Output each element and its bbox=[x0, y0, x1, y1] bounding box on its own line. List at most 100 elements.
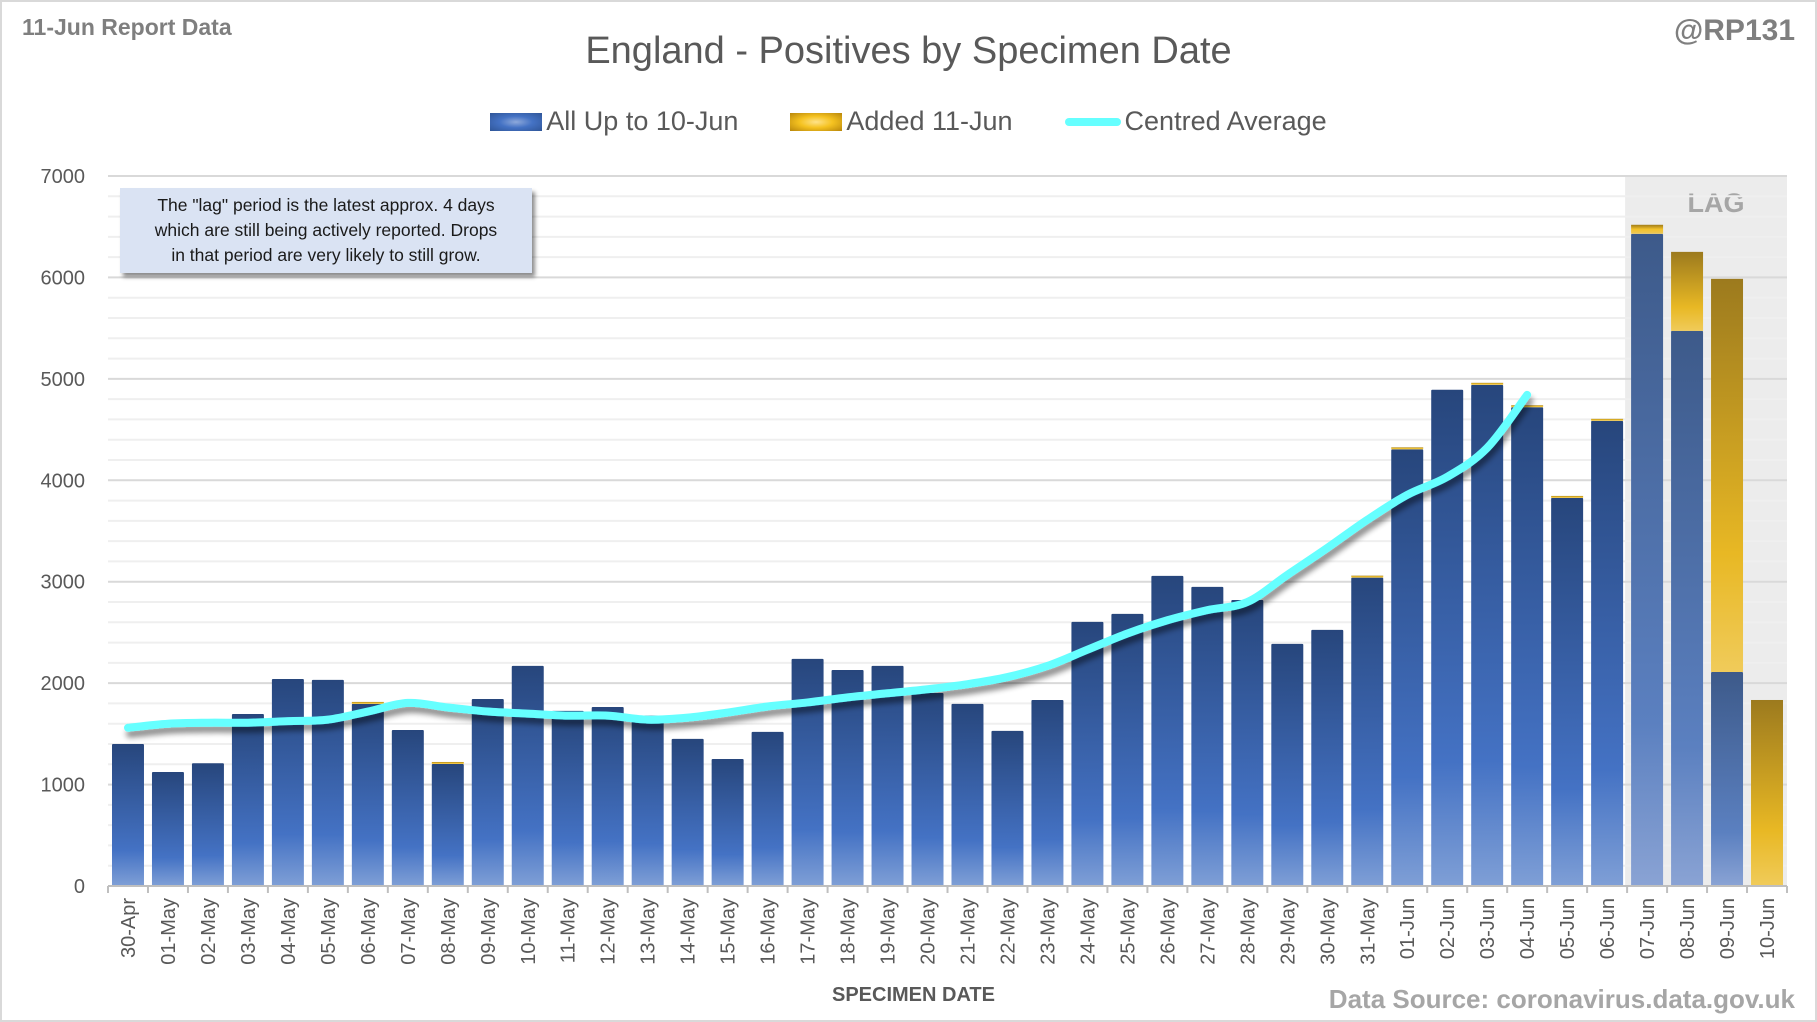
y-tick-label: 0 bbox=[74, 876, 85, 898]
bar-all-up-to bbox=[1671, 330, 1704, 886]
x-tick-label: 01-Jun bbox=[1397, 898, 1419, 959]
bar-all-up-to bbox=[1071, 621, 1104, 886]
x-tick-label: 28-May bbox=[1237, 898, 1259, 965]
legend-swatch-line bbox=[1064, 117, 1121, 126]
x-tick-label: 02-Jun bbox=[1437, 898, 1459, 959]
x-tick-label: 01-May bbox=[158, 898, 180, 965]
x-tick-label: 30-May bbox=[1317, 898, 1339, 965]
x-tick-label: 05-Jun bbox=[1557, 898, 1579, 959]
x-tick-label: 10-Jun bbox=[1757, 898, 1779, 959]
bar-all-up-to bbox=[1271, 643, 1304, 886]
x-tick-label: 31-May bbox=[1357, 898, 1379, 965]
legend-swatch-blue bbox=[490, 112, 543, 131]
x-tick-label: 09-May bbox=[478, 898, 500, 965]
legend-swatch-gold bbox=[790, 112, 843, 131]
bar-all-up-to bbox=[231, 713, 264, 886]
legend-label: All Up to 10-Jun bbox=[546, 106, 739, 136]
x-tick-label: 14-May bbox=[678, 898, 700, 965]
x-tick-label: 08-Jun bbox=[1677, 898, 1699, 959]
bar-all-up-to bbox=[1111, 613, 1144, 886]
bar-all-up-to bbox=[1511, 407, 1544, 886]
y-tick-label: 3000 bbox=[41, 572, 86, 594]
bar-all-up-to bbox=[1391, 449, 1424, 886]
x-tick-label: 05-May bbox=[318, 898, 340, 965]
bar-added bbox=[1671, 251, 1704, 331]
bars bbox=[111, 224, 1784, 887]
bar-all-up-to bbox=[1311, 629, 1344, 886]
chart-title: England - Positives by Specimen Date bbox=[585, 30, 1232, 72]
bar-added bbox=[1631, 224, 1664, 234]
x-tick-label: 21-May bbox=[957, 898, 979, 965]
bar-all-up-to bbox=[511, 665, 544, 886]
bar-all-up-to bbox=[631, 715, 664, 886]
bar-added bbox=[351, 701, 384, 704]
x-tick-label: 29-May bbox=[1277, 898, 1299, 965]
bar-added bbox=[1391, 447, 1424, 450]
x-tick-label: 16-May bbox=[758, 898, 780, 965]
x-tick-label: 06-Jun bbox=[1597, 898, 1619, 959]
bar-all-up-to bbox=[271, 678, 304, 886]
bar-all-up-to bbox=[431, 763, 464, 886]
bar-all-up-to bbox=[1471, 384, 1504, 886]
x-tick-label: 09-Jun bbox=[1717, 898, 1739, 959]
average-line-layer bbox=[123, 390, 1532, 732]
x-tick-label: 25-May bbox=[1117, 898, 1139, 965]
y-tick-label: 7000 bbox=[41, 166, 86, 188]
x-tick-label: 18-May bbox=[838, 898, 860, 965]
x-tick-label: 04-Jun bbox=[1517, 898, 1539, 959]
x-tick-label: 02-May bbox=[198, 898, 220, 965]
bar-all-up-to bbox=[111, 744, 144, 886]
bar-all-up-to bbox=[591, 706, 624, 886]
author-handle: @RP131 bbox=[1674, 14, 1795, 47]
bar-added bbox=[1351, 575, 1384, 578]
x-tick-label: 26-May bbox=[1157, 898, 1179, 965]
bar-all-up-to bbox=[1191, 586, 1224, 886]
bar-added bbox=[1511, 405, 1544, 408]
x-tick-label: 20-May bbox=[918, 898, 940, 965]
bar-all-up-to bbox=[991, 730, 1024, 886]
x-tick-label: 22-May bbox=[997, 898, 1019, 965]
bar-all-up-to bbox=[351, 703, 384, 886]
legend-item-all-up-to: All Up to 10-Jun bbox=[490, 106, 738, 137]
bar-all-up-to bbox=[951, 703, 984, 886]
x-tick-label: 07-Jun bbox=[1637, 898, 1659, 959]
bar-all-up-to bbox=[1031, 699, 1064, 886]
x-tick-label: 17-May bbox=[798, 898, 820, 965]
x-tick-label: 03-Jun bbox=[1477, 898, 1499, 959]
bar-all-up-to bbox=[191, 763, 224, 886]
y-tick-label: 6000 bbox=[41, 267, 86, 289]
y-tick-label: 2000 bbox=[41, 673, 86, 695]
legend: All Up to 10-Jun Added 11-Jun Centred Av… bbox=[0, 106, 1817, 137]
bar-all-up-to bbox=[311, 679, 344, 886]
bar-all-up-to bbox=[711, 759, 744, 886]
bar-added bbox=[1471, 382, 1504, 385]
bar-all-up-to bbox=[1351, 577, 1384, 886]
x-tick-label: 04-May bbox=[278, 898, 300, 965]
bar-all-up-to bbox=[1631, 233, 1664, 887]
x-tick-label: 19-May bbox=[878, 898, 900, 965]
x-tick-label: 07-May bbox=[398, 898, 420, 965]
bar-all-up-to bbox=[1431, 389, 1464, 886]
bar-added bbox=[1751, 699, 1784, 886]
bar-all-up-to bbox=[1591, 420, 1624, 886]
bar-all-up-to bbox=[1711, 671, 1744, 886]
x-tick-label: 27-May bbox=[1197, 898, 1219, 965]
x-tick-label: 13-May bbox=[638, 898, 660, 965]
bar-all-up-to bbox=[1231, 599, 1264, 886]
bar-all-up-to bbox=[791, 658, 824, 886]
bar-all-up-to bbox=[751, 731, 784, 886]
legend-label: Centred Average bbox=[1124, 106, 1327, 136]
x-tick-label: 03-May bbox=[238, 898, 260, 965]
centred-average-line bbox=[123, 390, 1532, 732]
bar-all-up-to bbox=[1551, 497, 1584, 886]
lag-label: LAG bbox=[1688, 188, 1745, 218]
bar-added bbox=[1551, 495, 1584, 498]
bar-added bbox=[1711, 278, 1744, 672]
bar-all-up-to bbox=[831, 669, 864, 886]
legend-item-added: Added 11-Jun bbox=[790, 106, 1013, 137]
x-tick-label: 24-May bbox=[1077, 898, 1099, 965]
x-tick-label: 15-May bbox=[718, 898, 740, 965]
bar-all-up-to bbox=[551, 710, 584, 886]
x-tick-label: 23-May bbox=[1037, 898, 1059, 965]
y-tick-label: 5000 bbox=[41, 369, 86, 391]
